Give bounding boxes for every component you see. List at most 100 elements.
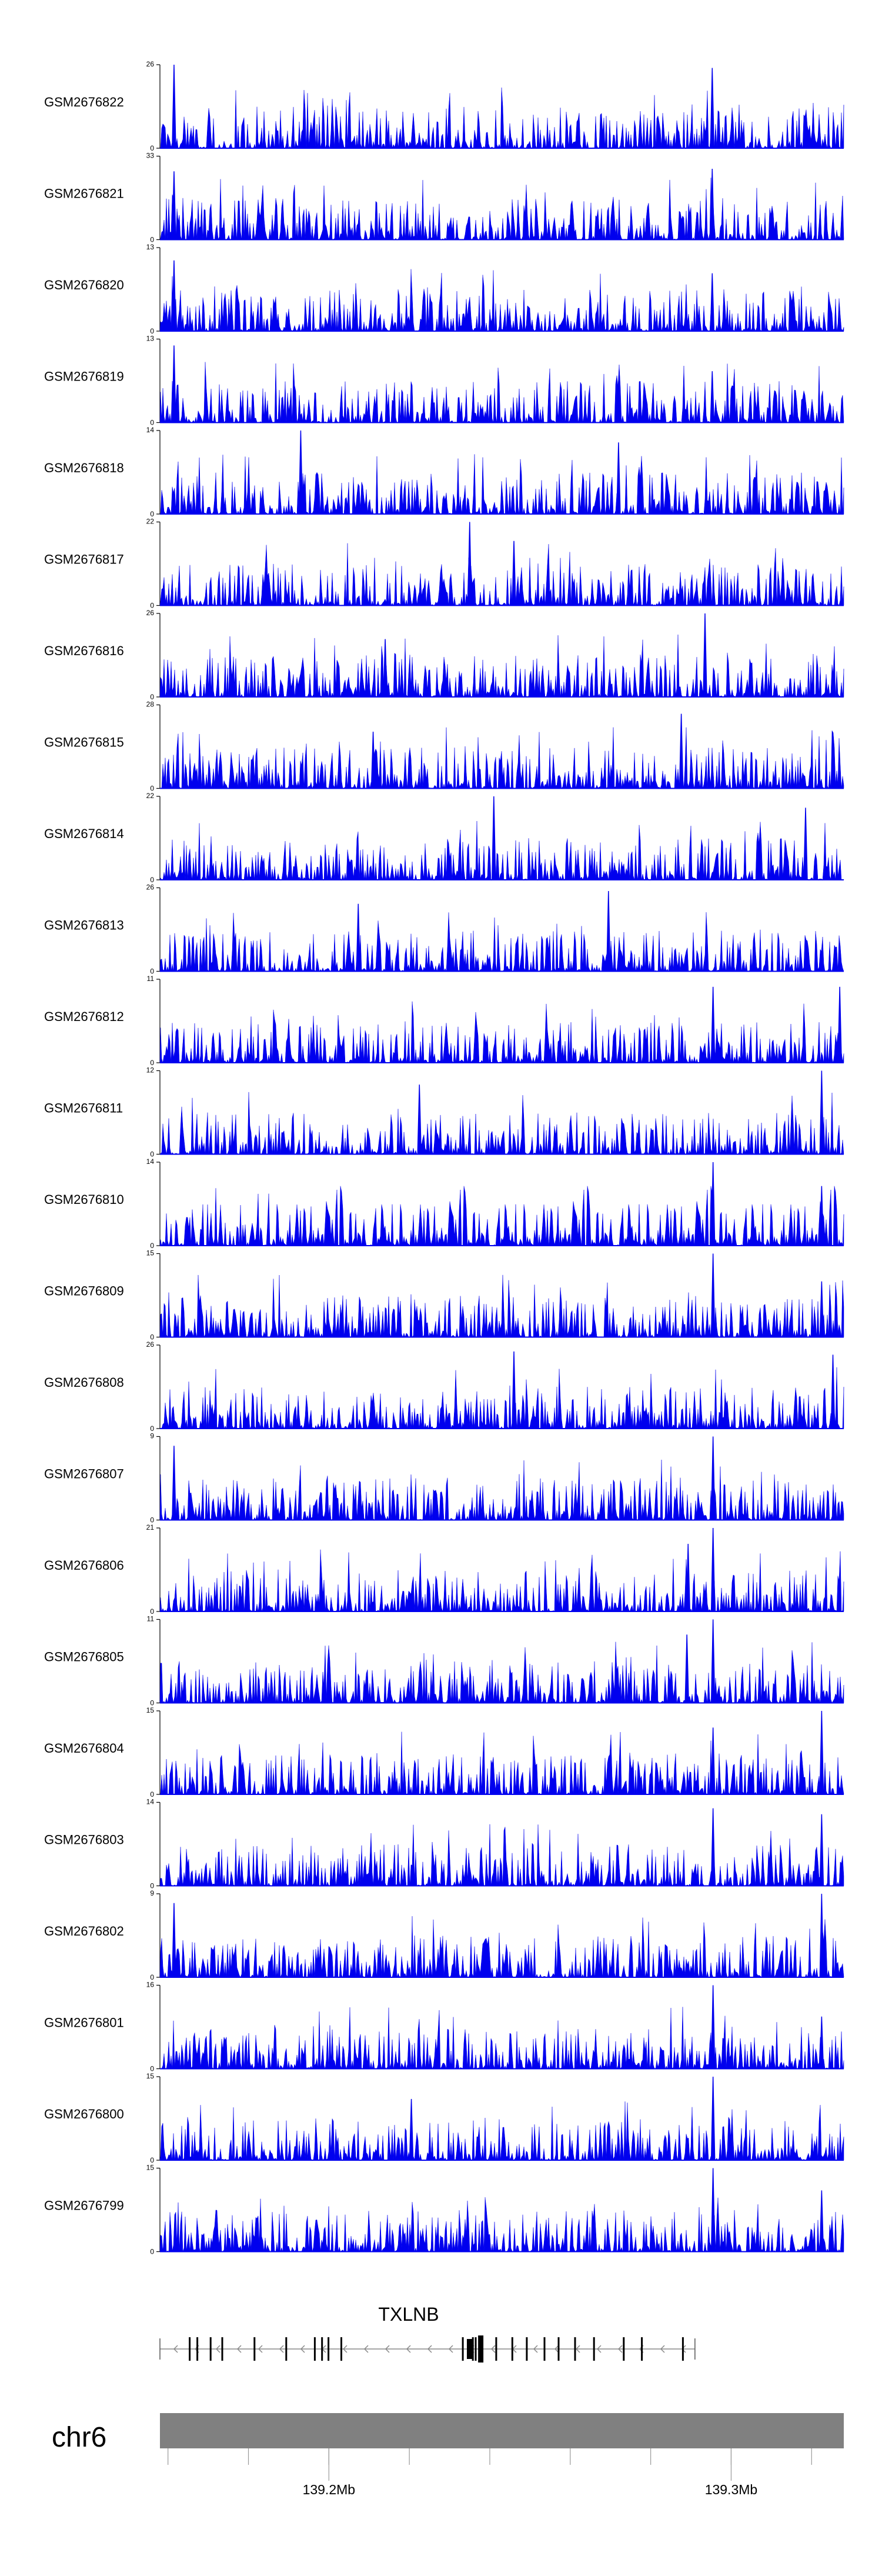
coverage-peak <box>356 903 361 972</box>
coverage-peak <box>710 1162 716 1246</box>
track-label: GSM2676804 <box>44 1741 124 1756</box>
track-GSM2676802: GSM2676802 9 0 <box>44 1889 844 1981</box>
coverage-peak <box>830 1354 836 1429</box>
gene-exon <box>221 2337 223 2361</box>
coverage-area <box>159 1367 844 1429</box>
y-min-label: 0 <box>150 2248 154 2256</box>
coverage-peak <box>710 1619 716 1704</box>
y-max-label: 13 <box>146 335 155 343</box>
track-GSM2676819: GSM2676819 13 0 <box>44 335 844 427</box>
y-min-label: 0 <box>150 1882 154 1890</box>
y-min-label: 0 <box>150 510 154 518</box>
track-label: GSM2676814 <box>44 826 124 841</box>
coverage-area <box>159 1549 844 1612</box>
y-max-label: 28 <box>146 700 155 709</box>
track-label: GSM2676815 <box>44 735 124 749</box>
coverage-area <box>159 1001 844 1063</box>
coverage-peak <box>819 1893 824 1978</box>
coverage-peak <box>819 1070 824 1155</box>
gene-exon <box>462 2337 464 2361</box>
track-label: GSM2676813 <box>44 917 124 932</box>
track-GSM2676817: GSM2676817 22 0 <box>44 518 844 610</box>
track-label: GSM2676812 <box>44 1009 124 1024</box>
y-min-label: 0 <box>150 1150 154 1159</box>
strand-arrow <box>554 2345 559 2353</box>
track-GSM2676822: GSM2676822 26 0 <box>44 60 844 152</box>
strand-arrow <box>236 2345 242 2353</box>
track-label: GSM2676818 <box>44 461 124 475</box>
y-max-label: 26 <box>146 1340 155 1349</box>
gene-exon <box>196 2337 199 2361</box>
gene-exon <box>340 2337 342 2361</box>
coverage-peak <box>172 1903 176 1978</box>
coverage-peak <box>417 1085 422 1155</box>
y-min-label: 0 <box>150 602 154 610</box>
track-label: GSM2676799 <box>44 2198 124 2213</box>
strand-arrow <box>427 2345 432 2353</box>
gene-exon <box>681 2337 684 2361</box>
coverage-peak <box>710 168 715 241</box>
gene-exon <box>574 2337 576 2361</box>
coverage-peak <box>819 2190 824 2253</box>
y-max-label: 21 <box>146 1523 155 1531</box>
gene-exon <box>253 2337 256 2361</box>
coverage-peak <box>616 442 621 515</box>
y-max-label: 9 <box>150 1432 154 1440</box>
coverage-peak <box>710 2168 716 2253</box>
coverage-area <box>159 454 844 515</box>
y-max-label: 26 <box>146 60 155 68</box>
strand-arrow <box>575 2345 580 2353</box>
strand-arrow <box>300 2345 305 2353</box>
y-max-label: 15 <box>146 1249 155 1257</box>
track-label: GSM2676819 <box>44 369 124 383</box>
coverage-area <box>159 1274 844 1338</box>
y-max-label: 14 <box>146 1798 155 1806</box>
track-label: GSM2676806 <box>44 1558 124 1573</box>
coverage-area <box>159 1824 844 1887</box>
y-min-label: 0 <box>150 967 154 976</box>
track-GSM2676805: GSM2676805 11 0 <box>44 1615 844 1707</box>
coverage-peak <box>172 260 176 332</box>
y-max-label: 14 <box>146 426 155 434</box>
coverage-peak <box>370 732 376 789</box>
coverage-peak <box>512 540 516 606</box>
y-max-label: 33 <box>146 152 155 160</box>
track-GSM2676804: GSM2676804 15 0 <box>44 1706 844 1798</box>
y-min-label: 0 <box>150 2156 154 2164</box>
track-label: GSM2676816 <box>44 643 124 658</box>
gene-exon <box>526 2337 528 2361</box>
track-label: GSM2676809 <box>44 1283 124 1298</box>
track-label: GSM2676810 <box>44 1192 124 1207</box>
gene-exon <box>543 2337 546 2361</box>
coverage-area <box>159 269 844 332</box>
coverage-peak <box>606 890 611 972</box>
coverage-area <box>159 1641 844 1704</box>
y-min-label: 0 <box>150 1059 154 1067</box>
gene-exon <box>475 2337 477 2361</box>
y-min-label: 0 <box>150 2065 154 2073</box>
gene-name-label: TXLNB <box>378 2304 439 2325</box>
gene-exon <box>313 2337 316 2361</box>
coverage-peak <box>686 1543 691 1612</box>
coverage-area <box>159 820 844 880</box>
y-min-label: 0 <box>150 327 154 335</box>
coverage-area <box>159 2197 844 2253</box>
coverage-area <box>159 178 844 241</box>
coverage-peak <box>679 713 684 789</box>
gene-track: TXLNB <box>159 2304 696 2363</box>
strand-arrow <box>533 2345 538 2353</box>
track-GSM2676803: GSM2676803 14 0 <box>44 1798 844 1890</box>
strand-arrow <box>258 2345 263 2353</box>
coverage-area <box>159 912 844 972</box>
coverage-area <box>159 634 844 698</box>
coverage-peak <box>710 986 716 1063</box>
coverage-peak <box>703 613 707 698</box>
track-GSM2676801: GSM2676801 16 0 <box>44 1981 844 2073</box>
coverage-area <box>159 362 844 423</box>
coverage-peak <box>710 1727 716 1795</box>
track-label: GSM2676822 <box>44 95 124 109</box>
coverage-peak <box>819 2016 824 2070</box>
coverage-area <box>159 1459 844 1521</box>
gene-exon <box>641 2337 643 2361</box>
